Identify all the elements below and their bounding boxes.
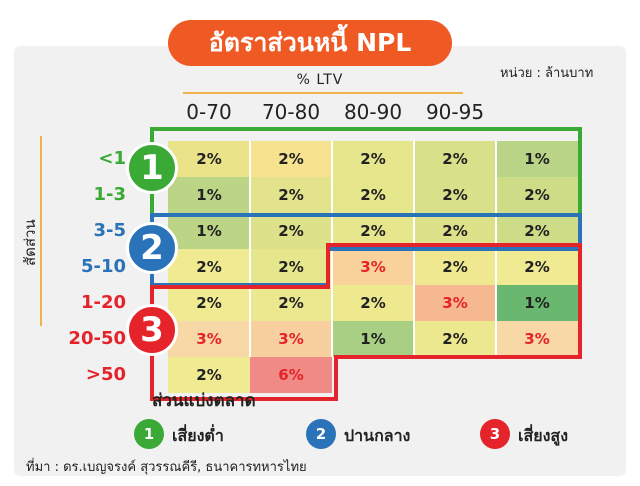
heatmap-cell: 2% [168,249,250,285]
group-2-outline [150,213,582,287]
legend-label: เสี่ยงต่ำ [172,426,224,445]
column-header: 70-80 [261,100,321,124]
heatmap-cell: 2% [414,321,496,357]
heatmap-cell: 1% [168,213,250,249]
heatmap-cell: 2% [250,177,332,213]
legend-badge: 2 [306,419,336,449]
x-axis-footer: ส่วนแบ่งตลาด [152,391,256,411]
source-note: ที่มา : ดร.เบญจรงค์ สุวรรณคีรี, ธนาคารทห… [26,460,307,475]
x-axis-line [183,92,463,94]
x-axis-label: % LTV [296,72,344,88]
heatmap-cell: 2% [332,285,414,321]
group-1-outline [150,127,582,217]
column-header: 90-95 [425,100,485,124]
heatmap-cell: 2% [168,285,250,321]
heatmap-cell: 2% [414,141,496,177]
heatmap-cell: 1% [496,141,578,177]
heatmap-cell: 2% [250,285,332,321]
group-3-outline [150,243,582,401]
heatmap-cell: 2% [414,249,496,285]
row-header: 1-20 [80,292,126,313]
heatmap-cell: 2% [496,249,578,285]
heatmap-cell: 2% [414,177,496,213]
heatmap-cell: 1% [168,177,250,213]
y-axis-line [40,136,42,326]
heatmap-cell: 1% [496,285,578,321]
row-header: 3-5 [93,220,126,241]
column-header: 0-70 [186,100,232,124]
heatmap-cell: 2% [250,141,332,177]
heatmap-cell: 3% [332,249,414,285]
unit-label: หน่วย : ล้านบาท [500,66,594,81]
group-1-badge: 1 [126,142,178,194]
legend-badge: 3 [480,419,510,449]
heatmap-cell: 3% [168,321,250,357]
heatmap-cell: 2% [250,249,332,285]
row-header: 5-10 [80,256,126,277]
row-header: 1-3 [93,184,126,205]
legend-label: ปานกลาง [344,426,411,445]
chart-title: อัตราส่วนหนี้ NPL [168,20,452,66]
group-3-badge: 3 [126,304,178,356]
heatmap-cell: 3% [414,285,496,321]
group-2-badge: 2 [126,222,178,274]
row-header: 20-50 [68,328,126,349]
heatmap-cell: 6% [250,357,332,393]
heatmap-cell: 3% [250,321,332,357]
grid-line [249,141,251,357]
legend-badge: 1 [134,419,164,449]
row-header: >50 [85,364,126,385]
heatmap-cell: 2% [332,141,414,177]
heatmap-cell: 1% [332,321,414,357]
column-header: 80-90 [343,100,403,124]
row-header: <1 [98,148,126,169]
heatmap-cell: 2% [332,177,414,213]
heatmap-cell: 2% [168,141,250,177]
heatmap-cell: 3% [496,321,578,357]
heatmap-cell: 2% [168,357,250,393]
heatmap-cell: 2% [496,177,578,213]
heatmap-cell: 2% [250,213,332,249]
legend-label: เสี่ยงสูง [518,426,568,445]
